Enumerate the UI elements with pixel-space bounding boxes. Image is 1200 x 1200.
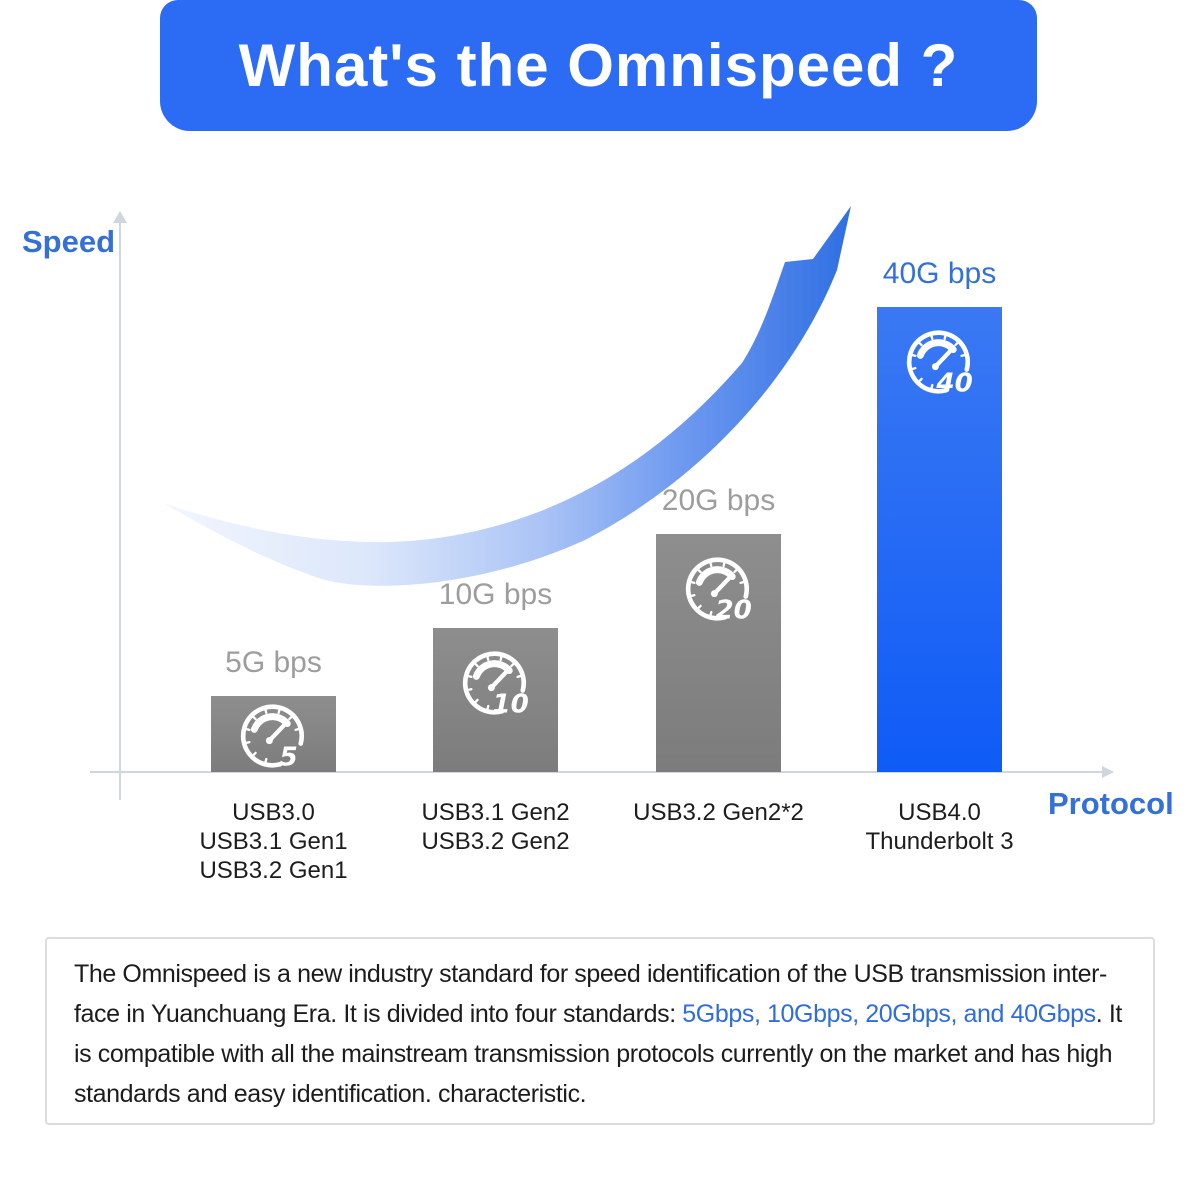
bar-value-label: 10G bps bbox=[438, 578, 553, 611]
category-label: USB4.0 Thunderbolt 3 bbox=[865, 798, 1013, 856]
y-axis-line bbox=[119, 222, 121, 800]
bar-40gbps: 40 bbox=[877, 307, 1002, 772]
description-text: The Omnispeed is a new industry standard… bbox=[74, 954, 1153, 1114]
x-axis-label: Protocol bbox=[1048, 786, 1174, 821]
description-line: The Omnispeed is a new industry standard… bbox=[74, 960, 1107, 988]
description-line: is compatible with all the mainstream tr… bbox=[74, 1040, 1113, 1068]
svg-text:40: 40 bbox=[935, 368, 972, 398]
y-axis-arrow-icon bbox=[113, 211, 127, 223]
category-label: USB3.2 Gen2*2 bbox=[633, 798, 804, 827]
protocol-name: USB3.2 Gen2 bbox=[421, 828, 570, 855]
bar-value-label: 40G bps bbox=[882, 257, 997, 290]
svg-text:20: 20 bbox=[715, 595, 751, 625]
svg-text:10: 10 bbox=[492, 689, 528, 719]
speedometer-icon: 20 bbox=[685, 557, 751, 625]
svg-text:5: 5 bbox=[279, 742, 297, 772]
description-line: standards and easy identification. chara… bbox=[74, 1080, 587, 1108]
category-label: USB3.0 USB3.1 Gen1 USB3.2 Gen1 bbox=[199, 798, 347, 885]
description-box: The Omnispeed is a new industry standard… bbox=[45, 937, 1155, 1125]
bar-20gbps: 20 bbox=[656, 534, 781, 772]
bar-10gbps: 10 bbox=[433, 628, 558, 772]
protocol-name: USB4.0 bbox=[898, 799, 981, 826]
title-banner: What's the Omnispeed ? bbox=[160, 0, 1037, 131]
description-line: face in Yuanchuang Era. It is divided in… bbox=[74, 1000, 1122, 1028]
growth-arrow-icon bbox=[163, 206, 851, 586]
protocol-name: USB3.1 Gen2 bbox=[421, 799, 570, 826]
protocol-name: USB3.2 Gen1 bbox=[199, 857, 348, 884]
speedometer-icon: 40 bbox=[906, 330, 972, 398]
protocol-name: USB3.0 bbox=[232, 799, 315, 826]
page-title: What's the Omnispeed ? bbox=[238, 32, 959, 99]
bar-value-label: 5G bps bbox=[225, 646, 322, 679]
bar-5gbps: 5 bbox=[211, 696, 336, 772]
protocol-name: Thunderbolt 3 bbox=[865, 828, 1014, 855]
speedometer-icon: 5 bbox=[240, 704, 304, 772]
bar-value-label: 20G bps bbox=[661, 484, 776, 517]
x-axis-arrow-icon bbox=[1102, 766, 1114, 778]
y-axis-label: Speed bbox=[22, 224, 116, 259]
speedometer-icon: 10 bbox=[462, 651, 528, 719]
category-label: USB3.1 Gen2 USB3.2 Gen2 bbox=[421, 798, 569, 856]
protocol-name: USB3.2 Gen2*2 bbox=[633, 799, 804, 826]
protocol-name: USB3.1 Gen1 bbox=[199, 828, 348, 855]
x-axis-line bbox=[90, 771, 1104, 773]
